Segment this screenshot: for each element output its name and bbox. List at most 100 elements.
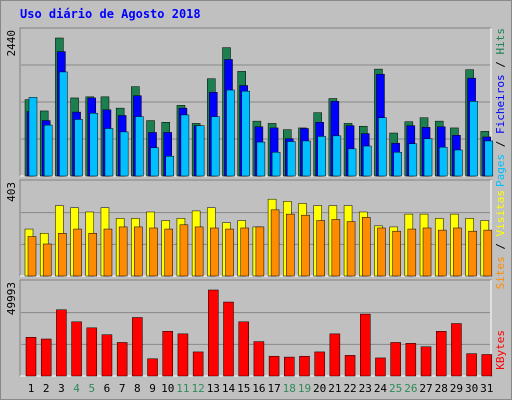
day-label: 15 [237, 382, 250, 395]
bar-pages [423, 138, 433, 177]
bar-kbytes [329, 333, 341, 377]
bar-pages [484, 140, 494, 177]
bar-sites [301, 214, 310, 277]
day-label: 21 [328, 382, 341, 395]
bar-sites [194, 226, 204, 277]
bar-pages [378, 117, 387, 177]
day-label: 23 [359, 382, 372, 395]
bar-pages [89, 112, 99, 177]
day-label: 14 [222, 382, 236, 395]
bar-sites [42, 243, 52, 277]
day-label: 18 [283, 382, 296, 395]
day-label: 4 [73, 382, 80, 395]
max-value-label: 2440 [5, 30, 18, 57]
bar-sites [240, 227, 249, 277]
day-label: 7 [119, 382, 126, 395]
day-label: 1 [28, 382, 35, 395]
chart-title: Uso diário de Agosto 2018 [20, 7, 201, 21]
bar-kbytes [86, 327, 98, 377]
day-label: 29 [450, 382, 463, 395]
bar-pages [211, 116, 220, 177]
bar-sites [362, 217, 371, 277]
bar-kbytes [116, 342, 128, 377]
bar-kbytes [420, 346, 432, 377]
bar-kbytes [481, 354, 493, 377]
bar-kbytes [466, 353, 477, 377]
day-label: 26 [404, 382, 417, 395]
bar-pages [317, 136, 326, 177]
legend-entry: KBytes [494, 330, 507, 370]
max-value-label: 403 [5, 182, 18, 202]
bar-pages [438, 146, 448, 177]
day-label: 3 [58, 382, 65, 395]
bar-sites [422, 227, 432, 277]
bar-kbytes [223, 301, 234, 377]
bar-kbytes [268, 355, 280, 377]
bar-pages [302, 140, 311, 177]
bar-kbytes [208, 289, 219, 377]
bar-sites [270, 209, 280, 277]
bar-sites [407, 228, 417, 277]
bar-kbytes [253, 341, 265, 377]
bar-pages [43, 124, 53, 177]
day-label: 12 [192, 382, 205, 395]
bar-sites [453, 227, 462, 277]
legend-visits-sites: Sites / Visitas [494, 190, 507, 289]
bar-sites [210, 227, 219, 277]
day-label: 19 [298, 382, 311, 395]
bar-kbytes [451, 323, 462, 377]
bar-pages [332, 135, 342, 177]
day-label: 13 [207, 382, 220, 395]
bar-sites [58, 233, 67, 277]
bar-pages [59, 71, 68, 177]
bar-sites [331, 219, 341, 277]
legend-kbytes: KBytes [494, 330, 507, 370]
bar-kbytes [147, 358, 158, 377]
day-label: 8 [134, 382, 141, 395]
day-label: 2 [43, 382, 50, 395]
bar-pages [195, 125, 205, 177]
bar-pages [347, 148, 357, 177]
bar-sites [179, 224, 189, 277]
bar-kbytes [299, 355, 310, 377]
day-label: 31 [480, 382, 493, 395]
bar-sites [483, 229, 493, 277]
bar-kbytes [405, 343, 417, 377]
bar-sites [377, 227, 386, 277]
bar-pages [256, 141, 266, 177]
bar-pages [165, 155, 174, 177]
bar-kbytes [71, 321, 82, 377]
bar-pages [271, 151, 281, 177]
legend-entry: Visitas [494, 190, 507, 236]
bar-pages [469, 101, 478, 177]
bar-kbytes [238, 321, 249, 377]
bar-sites [255, 226, 265, 277]
bar-kbytes [192, 351, 204, 377]
bar-sites [103, 228, 113, 277]
bar-sites [88, 233, 98, 277]
legend-entry: Ficheiros [494, 74, 507, 134]
bar-kbytes [101, 334, 113, 377]
day-label: 10 [161, 382, 174, 395]
bar-sites [149, 227, 158, 277]
bar-pages [180, 114, 190, 177]
bar-pages [287, 141, 296, 177]
day-label: 22 [343, 382, 356, 395]
legend-hits-files-pages: Pages / Ficheiros / Hits [494, 28, 507, 187]
day-label: 28 [435, 382, 448, 395]
bar-pages [241, 90, 250, 177]
day-label: 27 [419, 382, 432, 395]
bar-kbytes [177, 333, 189, 377]
bar-kbytes [132, 317, 143, 377]
bar-kbytes [390, 342, 401, 377]
bar-pages [454, 149, 463, 177]
bar-kbytes [162, 331, 173, 377]
legend-entry: Sites [494, 256, 507, 289]
day-label: 30 [465, 382, 478, 395]
bar-sites [346, 221, 356, 277]
bar-kbytes [435, 331, 447, 377]
bar-pages [74, 119, 83, 177]
bar-kbytes [40, 338, 52, 377]
day-label: 16 [252, 382, 265, 395]
